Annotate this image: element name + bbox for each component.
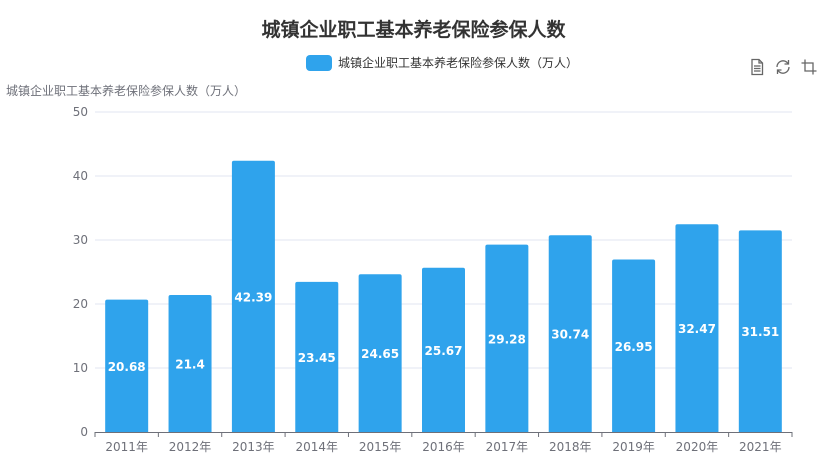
bar[interactable] <box>422 267 465 432</box>
bar[interactable] <box>231 160 275 433</box>
restore-icon[interactable] <box>774 58 792 76</box>
bar[interactable] <box>295 281 339 432</box>
x-tick-label: 2015年 <box>359 440 402 454</box>
data-label: 25.67 <box>425 344 463 358</box>
x-tick-label: 2014年 <box>295 440 338 454</box>
data-label: 20.68 <box>108 360 146 374</box>
bar[interactable] <box>675 224 719 432</box>
data-label: 29.28 <box>488 332 526 346</box>
crop-icon[interactable] <box>800 58 818 76</box>
data-label: 24.65 <box>361 347 399 361</box>
data-label: 21.4 <box>175 358 205 372</box>
data-label: 23.45 <box>298 351 336 365</box>
x-tick-label: 2017年 <box>486 440 529 454</box>
bar[interactable] <box>485 244 529 432</box>
bar[interactable] <box>548 235 592 432</box>
bar[interactable] <box>168 295 212 432</box>
x-tick-label: 2016年 <box>422 440 465 454</box>
chart-title: 城镇企业职工基本养老保险参保人数 <box>261 19 566 41</box>
data-view-icon[interactable] <box>748 58 766 76</box>
bar[interactable] <box>612 259 656 432</box>
y-tick-label: 40 <box>73 169 88 183</box>
legend-label: 城镇企业职工基本养老保险参保人数（万人） <box>338 56 579 70</box>
legend-swatch <box>306 54 332 71</box>
x-tick-label: 2011年 <box>105 440 148 454</box>
x-tick-label: 2019年 <box>612 440 655 454</box>
bar[interactable] <box>105 299 149 432</box>
y-tick-label: 50 <box>73 105 88 119</box>
data-label: 30.74 <box>551 328 589 342</box>
x-tick-label: 2012年 <box>169 440 212 454</box>
toolbox <box>748 58 818 76</box>
y-tick-label: 10 <box>73 361 88 375</box>
y-tick-label: 20 <box>73 297 88 311</box>
data-label: 32.47 <box>678 322 716 336</box>
y-axis-label: 城镇企业职工基本养老保险参保人数（万人） <box>6 83 246 98</box>
bar[interactable] <box>358 274 402 432</box>
x-tick-label: 2013年 <box>232 440 275 454</box>
data-label: 42.39 <box>234 290 272 304</box>
x-tick-label: 2021年 <box>739 440 782 454</box>
x-tick-label: 2018年 <box>549 440 592 454</box>
bar[interactable] <box>738 230 782 432</box>
y-tick-label: 0 <box>80 425 88 439</box>
data-label: 26.95 <box>615 340 653 354</box>
x-tick-label: 2020年 <box>676 440 719 454</box>
y-tick-label: 30 <box>73 233 88 247</box>
data-label: 31.51 <box>741 325 779 339</box>
legend-item[interactable]: 城镇企业职工基本养老保险参保人数（万人） <box>306 54 578 71</box>
